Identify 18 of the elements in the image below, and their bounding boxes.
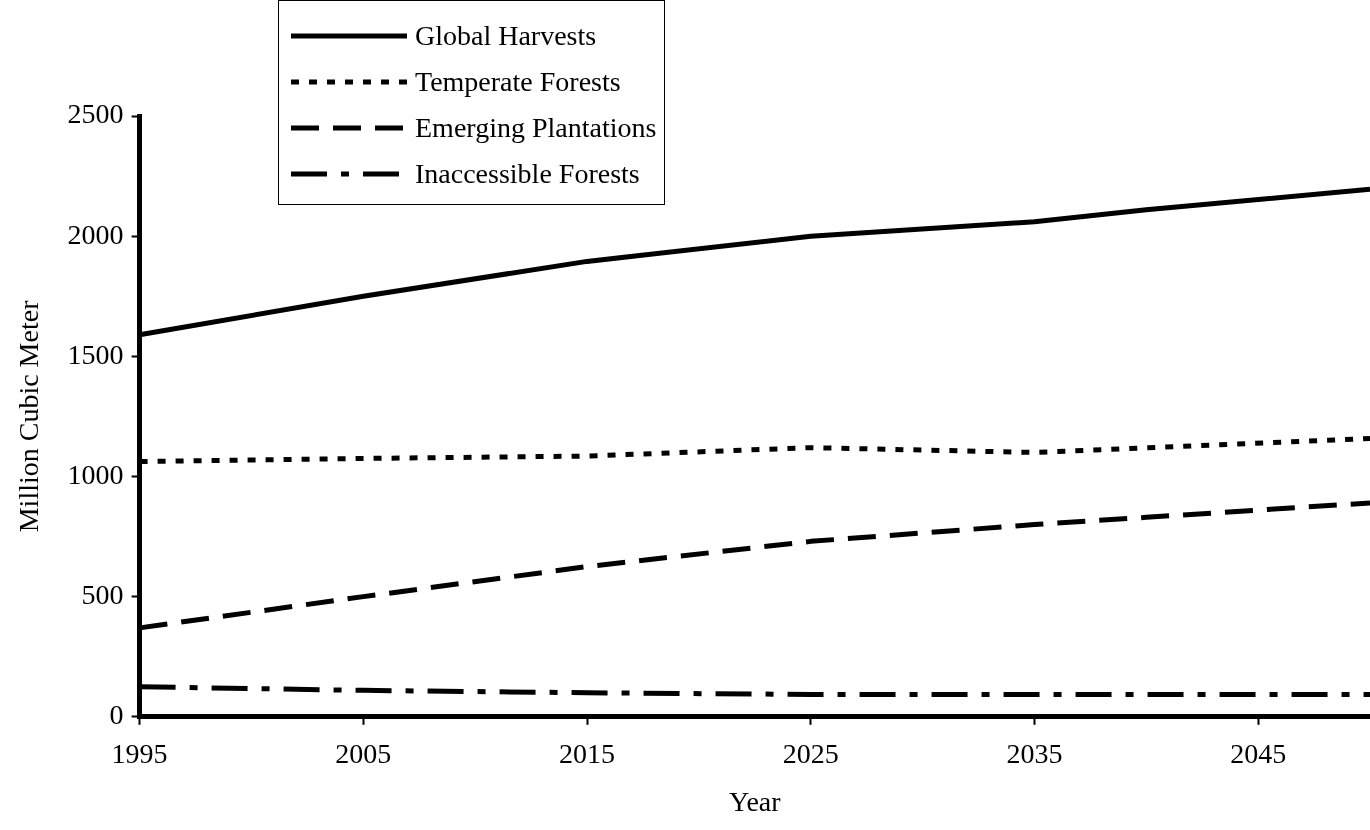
legend-label: Global Harvests [415,20,597,52]
legend-label: Emerging Plantations [415,112,657,144]
y-tick-label: 1000 [67,458,124,490]
x-tick-label: 2035 [1006,737,1063,769]
x-tick-label: 2045 [1230,737,1287,769]
y-tick-label: 2500 [67,98,124,130]
y-tick-label: 2000 [67,218,124,250]
x-tick-label: 2015 [559,737,616,769]
x-tick-label: 2025 [782,737,839,769]
y-tick-label: 500 [81,579,124,610]
x-tick-label: 1995 [111,737,168,769]
x-axis-title: Year [729,785,782,817]
x-tick-label: 2005 [335,737,392,769]
legend-label: Temperate Forests [415,66,621,98]
legend-label: Inaccessible Forests [415,158,640,190]
y-tick-label: 0 [109,699,124,731]
y-axis-title: Million Cubic Meter [13,299,45,533]
y-tick-label: 1500 [67,338,124,370]
